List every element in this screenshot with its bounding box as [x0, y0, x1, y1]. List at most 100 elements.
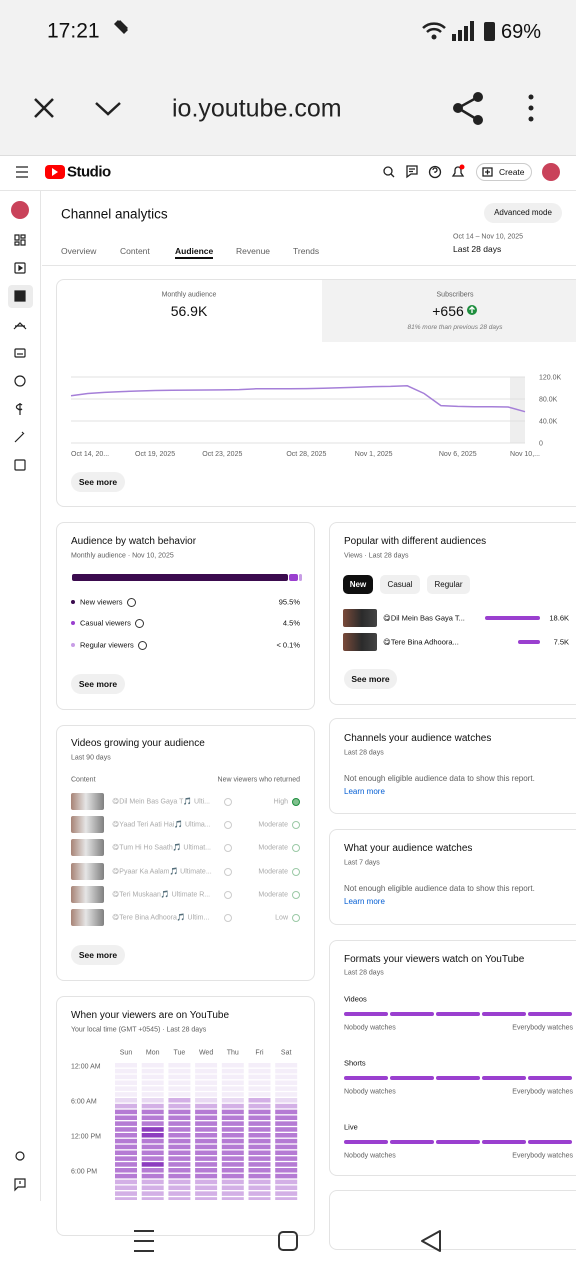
x-tick-label: Oct 19, 2025 [135, 451, 175, 458]
heat-cell [141, 1185, 164, 1191]
heat-cell [248, 1162, 271, 1167]
chip-label[interactable]: Casual [387, 580, 413, 589]
heat-cell [168, 1092, 191, 1097]
card-subtitle: Views · Last 28 days [344, 552, 409, 560]
advanced-mode-button[interactable] [484, 203, 562, 223]
heat-cell [115, 1144, 137, 1150]
create-label[interactable]: Create [499, 166, 525, 177]
chip[interactable] [343, 575, 373, 594]
heat-cell [195, 1144, 218, 1150]
video-title: 😋Dil Mein Bas Gaya T... [383, 613, 465, 623]
scale-label: Everybody watches [512, 1024, 573, 1032]
x-tick-label: Oct 23, 2025 [202, 451, 242, 458]
heat-cell [195, 1191, 218, 1196]
legend-label: Casual viewers [80, 618, 131, 628]
learn-more-link[interactable]: Learn more [344, 897, 385, 906]
heat-cell [115, 1173, 137, 1179]
create-button[interactable] [476, 163, 532, 181]
expand-icon[interactable] [95, 102, 121, 116]
heat-cell [248, 1191, 271, 1196]
card-title: Audience by watch behavior [71, 536, 197, 547]
legend-dot [71, 600, 75, 604]
x-tick-label: Oct 28, 2025 [286, 451, 326, 458]
sidebar-icons[interactable] [13, 234, 27, 1192]
views-value: 18.6K [549, 613, 569, 623]
avatar[interactable] [542, 163, 560, 181]
heat-cell [115, 1109, 137, 1115]
chip-label[interactable]: Regular [434, 580, 463, 589]
heat-cell [221, 1144, 244, 1150]
format-bar-segment [390, 1012, 434, 1016]
info-icon [224, 798, 232, 806]
heat-cell [248, 1197, 271, 1200]
heat-cell [248, 1074, 271, 1080]
tab[interactable]: Trends [293, 245, 320, 256]
info-icon [126, 597, 136, 607]
tab[interactable]: Content [120, 245, 150, 256]
see-more-button[interactable] [71, 945, 125, 965]
learn-more-link[interactable]: Learn more [344, 787, 385, 796]
heat-cell [248, 1173, 271, 1179]
heat-cell [275, 1162, 298, 1167]
subscribers-panel[interactable] [322, 280, 576, 342]
header-icons[interactable] [383, 165, 493, 179]
chip[interactable] [380, 575, 420, 594]
scale-label: Nobody watches [344, 1088, 396, 1096]
heat-cell [168, 1074, 191, 1080]
heat-cell [168, 1156, 191, 1161]
heat-cell [195, 1063, 218, 1068]
format-bar-segment [390, 1076, 434, 1080]
heat-cell [275, 1115, 298, 1121]
chip[interactable] [427, 575, 470, 594]
heat-cell [275, 1179, 298, 1185]
y-tick-label: 40.0K [539, 419, 558, 426]
nav-back[interactable] [421, 1230, 441, 1252]
see-more-label[interactable]: See more [351, 673, 390, 684]
heat-cell [248, 1080, 271, 1086]
tab[interactable]: Revenue [236, 245, 271, 256]
heat-cell [141, 1156, 164, 1161]
see-more-label[interactable]: See more [78, 949, 118, 960]
status-icon [292, 914, 300, 922]
day-label: Thu [226, 1049, 239, 1057]
see-more-button[interactable] [71, 674, 125, 694]
heat-cell [275, 1197, 298, 1200]
tab[interactable]: Audience [175, 245, 214, 256]
see-more-button[interactable] [71, 472, 125, 492]
hamburger-icon[interactable] [16, 166, 28, 178]
heat-cell [221, 1080, 244, 1086]
heat-cell [248, 1138, 271, 1144]
info-icon [224, 821, 232, 829]
chip-label[interactable]: New [349, 580, 367, 589]
see-more-label[interactable]: See more [78, 476, 118, 487]
tab[interactable]: Overview [61, 245, 97, 256]
heat-cell [221, 1191, 244, 1196]
heat-cell [248, 1103, 271, 1109]
heat-cell [115, 1191, 137, 1196]
advanced-mode-label[interactable]: Advanced mode [494, 208, 552, 217]
heat-cell [195, 1109, 218, 1115]
heat-cell [141, 1127, 164, 1132]
heat-cell [248, 1179, 271, 1185]
card-title: When your viewers are on YouTube [71, 1010, 230, 1021]
format-bar-segment [482, 1012, 526, 1016]
channel-avatar[interactable] [11, 201, 29, 219]
logo-text: Studio [67, 163, 111, 181]
scale-label: Everybody watches [512, 1088, 573, 1096]
heat-cell [275, 1080, 298, 1086]
nav-recents[interactable] [134, 1230, 154, 1252]
close-icon[interactable] [34, 98, 54, 118]
heat-cell [115, 1092, 137, 1097]
time-label: 6:00 AM [71, 1098, 97, 1106]
heat-cell [141, 1063, 164, 1068]
heat-cell [248, 1121, 271, 1126]
x-tick-label: Nov 1, 2025 [355, 451, 393, 458]
nav-home[interactable] [278, 1231, 298, 1251]
see-more-label[interactable]: See more [78, 678, 118, 689]
x-tick-label: Oct 14, 20... [71, 451, 109, 458]
see-more-button[interactable] [344, 669, 397, 689]
share-icon[interactable] [453, 92, 483, 125]
heat-cell [275, 1068, 298, 1074]
menu-icon[interactable] [528, 94, 534, 122]
